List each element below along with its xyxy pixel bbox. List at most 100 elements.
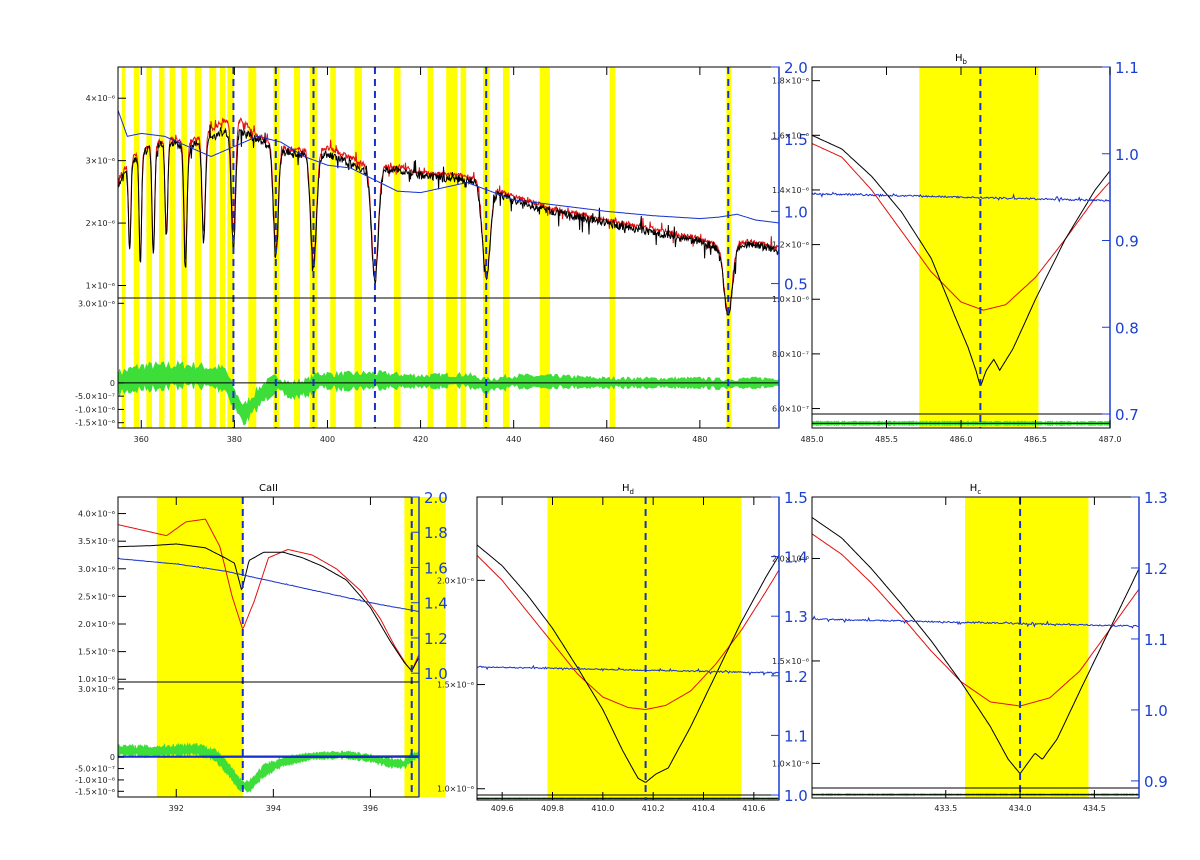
y-tick-label: 1.0×10⁻⁶ bbox=[772, 295, 809, 304]
y-tick-label: 1.5×10⁻⁶ bbox=[772, 657, 809, 666]
residual-tick-label: 0 bbox=[110, 753, 115, 762]
mask-band bbox=[169, 67, 176, 428]
mask-band bbox=[502, 67, 510, 428]
residual-tick-label: -5.0×10⁻⁷ bbox=[75, 765, 115, 774]
y2-tick-label: 1.1 bbox=[784, 727, 808, 745]
x-tick-label: 410.6 bbox=[742, 804, 765, 813]
x-tick-label: 392 bbox=[169, 804, 184, 813]
y2-tick-label: 1.2 bbox=[784, 668, 808, 686]
continuum-series bbox=[118, 557, 419, 612]
residual-tick-label: 0 bbox=[110, 379, 115, 388]
mask-band bbox=[354, 67, 362, 428]
y2-tick-label: 1.2 bbox=[424, 630, 448, 648]
mask-band bbox=[547, 497, 742, 800]
y-tick-label: 3×10⁻⁶ bbox=[86, 157, 115, 166]
y2-tick-label: 1.1 bbox=[1144, 631, 1168, 649]
residual-tick-label: -5.0×10⁻⁷ bbox=[75, 392, 115, 401]
y-tick-label: 1.5×10⁻⁶ bbox=[437, 681, 474, 690]
panel-title: Hd bbox=[622, 483, 634, 496]
x-tick-label: 433.5 bbox=[934, 804, 957, 813]
model-series bbox=[812, 533, 1139, 707]
panel-hg: 433.5 434.0 434.5 1.0×10⁻⁶ 1.5×10⁻⁶ 2.0×10⁻⁶ 0… bbox=[772, 483, 1168, 813]
panel-title: Hc bbox=[970, 483, 982, 496]
y-tick-label: 2.5×10⁻⁶ bbox=[78, 592, 115, 601]
x-tick-label: 360 bbox=[134, 435, 149, 444]
mask-band bbox=[194, 67, 202, 428]
observed-series bbox=[118, 124, 779, 316]
mask-band bbox=[227, 67, 234, 428]
y-tick-label: 4.0×10⁻⁶ bbox=[78, 510, 115, 519]
y-tick-label: 1.8×10⁻⁶ bbox=[772, 77, 809, 86]
mask-band bbox=[219, 67, 226, 428]
y2-tick-label: 0.8 bbox=[1115, 319, 1139, 337]
model-series bbox=[812, 143, 1110, 311]
mask-band bbox=[427, 67, 434, 428]
y-tick-label: 1.4×10⁻⁶ bbox=[772, 186, 809, 195]
observed-series bbox=[477, 544, 779, 783]
x-tick-label: 409.8 bbox=[541, 804, 564, 813]
residual-tick-label: 3.0×10⁻⁶ bbox=[78, 685, 115, 694]
x-tick-label: 409.6 bbox=[491, 804, 514, 813]
x-tick-label: 460 bbox=[599, 435, 614, 444]
panel-full: 360 380 400 420 440 460 480 1×10⁻⁶ 2×10⁻⁶ 3×10⁻⁶ 4… bbox=[75, 59, 808, 444]
y2-tick-label: 1.0 bbox=[1144, 702, 1168, 720]
x-tick-label: 440 bbox=[506, 435, 521, 444]
residual-tick-label: -1.5×10⁻⁶ bbox=[75, 419, 115, 428]
residual-tick-label: -1.5×10⁻⁶ bbox=[75, 787, 115, 796]
y2-tick-label: 1.5 bbox=[784, 131, 808, 149]
y-tick-label: 2.0×10⁻⁶ bbox=[78, 620, 115, 629]
residual-tick-label: -1.0×10⁻⁶ bbox=[75, 776, 115, 785]
y2-tick-label: 1.3 bbox=[1144, 489, 1168, 507]
y-tick-label: 1×10⁻⁶ bbox=[86, 282, 115, 291]
x-tick-label: 486.0 bbox=[950, 435, 973, 444]
y-tick-label: 4×10⁻⁶ bbox=[86, 94, 115, 103]
y-tick-label: 1.5×10⁻⁶ bbox=[78, 648, 115, 657]
mask-band bbox=[248, 67, 257, 428]
x-tick-label: 480 bbox=[692, 435, 707, 444]
panel-caii: 392 394 396 1.0×10⁻⁶ 1.5×10⁻⁶ 2.0×10⁻⁶ 2.5×10⁻… bbox=[75, 483, 448, 813]
y2-tick-label: 1.4 bbox=[784, 549, 808, 567]
panel-title: CaII bbox=[259, 483, 278, 494]
y-tick-label: 1.0×10⁻⁶ bbox=[772, 759, 809, 768]
panel-hd: 409.6 409.8 410.0 410.2 410.4 410.6 1.0×10⁻⁶ 1.… bbox=[437, 483, 808, 813]
continuum-series bbox=[477, 664, 779, 676]
observed-series bbox=[118, 543, 419, 672]
x-tick-label: 400 bbox=[320, 435, 335, 444]
x-tick-label: 485.0 bbox=[801, 435, 824, 444]
x-tick-label: 394 bbox=[266, 804, 281, 813]
residual-tick-label: -1.0×10⁻⁶ bbox=[75, 405, 115, 414]
y-tick-label: 2×10⁻⁶ bbox=[86, 219, 115, 228]
y-tick-label: 1.0×10⁻⁶ bbox=[78, 675, 115, 684]
x-tick-label: 487.0 bbox=[1099, 435, 1122, 444]
y-tick-label: 6.0×10⁻⁷ bbox=[772, 405, 809, 414]
y2-tick-label: 1.5 bbox=[784, 489, 808, 507]
y-tick-label: 3.0×10⁻⁶ bbox=[78, 565, 115, 574]
x-tick-label: 434.5 bbox=[1083, 804, 1106, 813]
y2-tick-label: 1.1 bbox=[1115, 59, 1139, 77]
mask-band bbox=[919, 67, 1039, 428]
y-tick-label: 2.0×10⁻⁶ bbox=[772, 554, 809, 563]
mask-band bbox=[146, 67, 152, 428]
continuum-series bbox=[812, 191, 1110, 203]
y2-tick-label: 1.0 bbox=[784, 203, 808, 221]
residual-series bbox=[118, 360, 779, 426]
y2-tick-label: 1.4 bbox=[424, 595, 448, 613]
x-tick-label: 380 bbox=[227, 435, 242, 444]
y2-tick-label: 0.5 bbox=[784, 276, 808, 294]
y2-tick-label: 1.2 bbox=[1144, 560, 1168, 578]
y-tick-label: 3.5×10⁻⁶ bbox=[78, 537, 115, 546]
y-tick-label: 1.0×10⁻⁶ bbox=[437, 785, 474, 794]
mask-band bbox=[609, 67, 616, 428]
panel-title: Hb bbox=[955, 53, 968, 66]
y2-tick-label: 1.0 bbox=[784, 787, 808, 805]
mask-band bbox=[460, 67, 467, 428]
panel-hb: 485.0 485.5 486.0 486.5 487.0 6.0×10⁻⁷ 8.0×10⁻… bbox=[772, 53, 1139, 444]
y2-tick-label: 1.0 bbox=[1115, 146, 1139, 164]
mask-band bbox=[446, 67, 458, 428]
x-tick-label: 410.2 bbox=[642, 804, 665, 813]
x-tick-label: 410.0 bbox=[591, 804, 614, 813]
y-tick-label: 8.0×10⁻⁷ bbox=[772, 350, 809, 359]
y-tick-label: 1.6×10⁻⁶ bbox=[772, 131, 809, 140]
continuum-series bbox=[812, 615, 1139, 629]
